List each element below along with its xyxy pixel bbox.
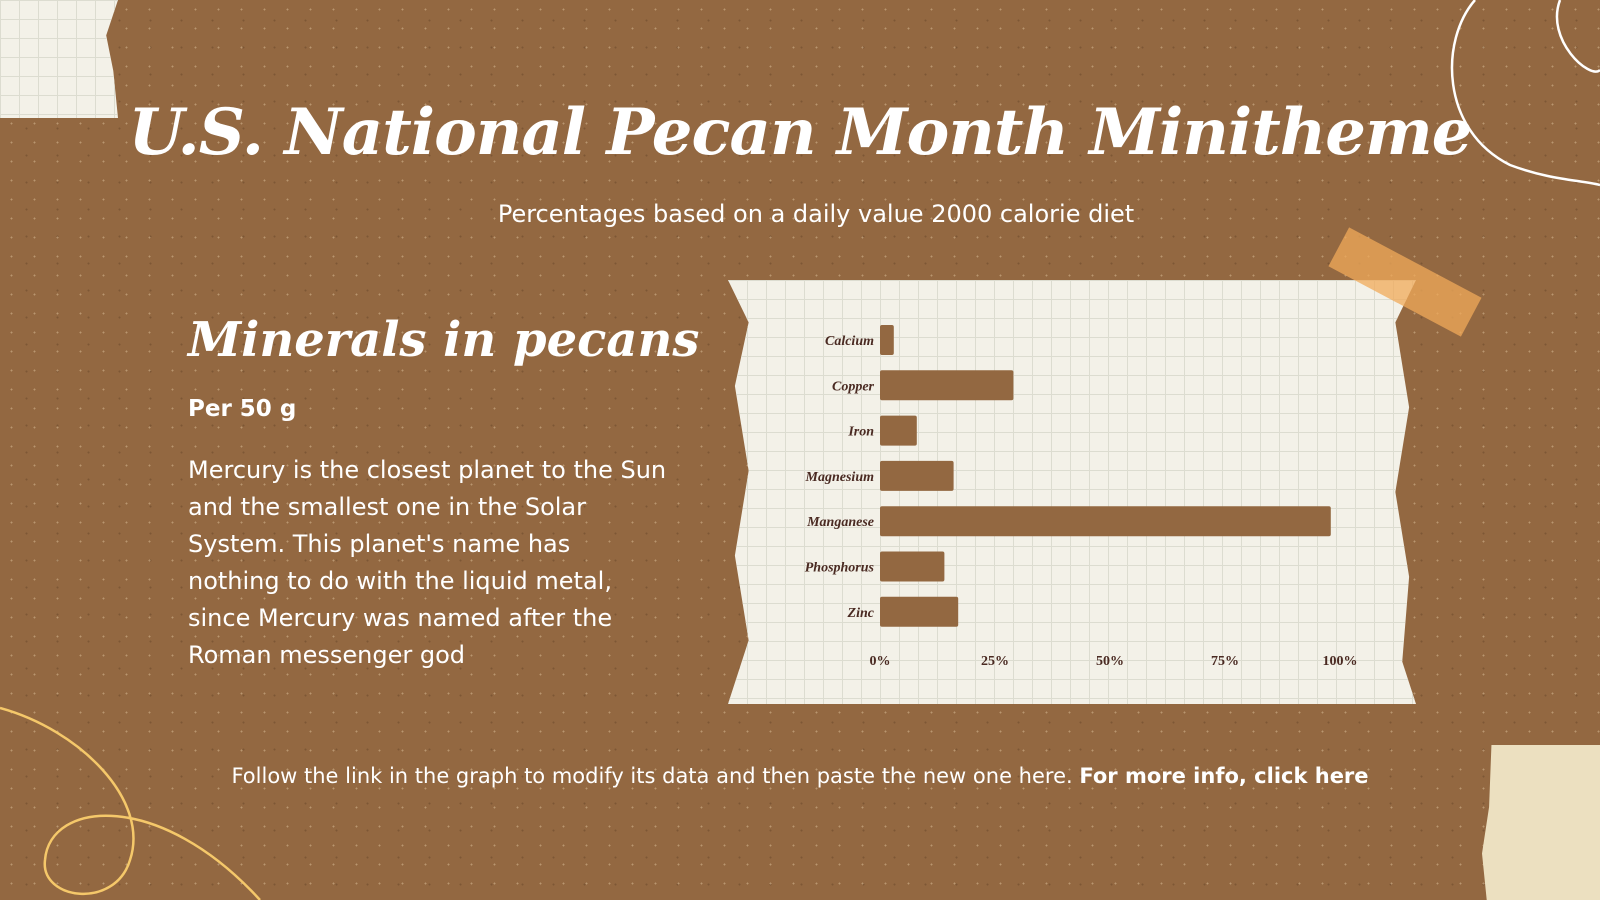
bar-magnesium (880, 460, 954, 491)
footer-text: Follow the link in the graph to modify i… (231, 764, 1073, 788)
body-text: Mercury is the closest planet to the Sun… (188, 456, 667, 669)
x-tick-label: 25% (981, 654, 1009, 669)
category-label: Phosphorus (805, 561, 875, 576)
subtitle: Percentages based on a daily value 2000 … (497, 200, 1135, 228)
grid-paper-corner (0, 0, 118, 118)
category-label: Zinc (847, 606, 875, 621)
page-title: U.S. National Pecan Month Minitheme (128, 95, 1473, 170)
x-tick-label: 50% (1096, 654, 1124, 669)
category-label: Iron (847, 425, 874, 440)
serving-size: Per 50 g (188, 396, 297, 422)
bar-copper (880, 370, 1014, 401)
chart-paper (728, 280, 1416, 704)
category-label: Calcium (825, 334, 874, 349)
category-label: Manganese (806, 515, 874, 530)
bar-manganese (880, 506, 1331, 537)
bar-iron (880, 415, 917, 446)
section-heading: Minerals in pecans (188, 312, 700, 368)
category-label: Copper (832, 379, 875, 394)
x-tick-label: 0% (870, 654, 891, 669)
more-info-link[interactable]: For more info, click here (1079, 764, 1369, 788)
bar-calcium (880, 325, 894, 355)
x-tick-label: 100% (1323, 654, 1358, 669)
bar-chart[interactable]: Calcium Copper Iron Magnesium Manganese Phosp… (728, 280, 1416, 704)
paper-corner (1482, 745, 1600, 900)
bar-zinc (880, 596, 959, 627)
footer-note: Follow the link in the graph to modify i… (0, 764, 1600, 788)
category-label: Magnesium (805, 470, 875, 485)
bar-phosphorus (880, 551, 945, 582)
x-tick-label: 75% (1211, 654, 1239, 669)
